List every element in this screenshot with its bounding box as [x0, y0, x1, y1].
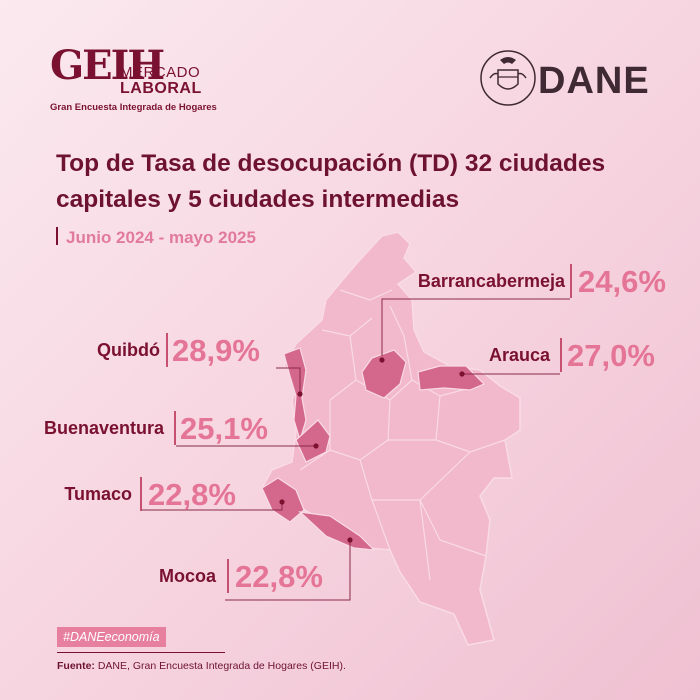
label-separator: [140, 477, 142, 511]
dane-wordmark: DANE: [538, 60, 650, 102]
source-label: Fuente:: [57, 660, 95, 672]
geih-logo: GEIH MERCADO LABORAL Gran Encuesta Integ…: [50, 40, 220, 113]
city-value: 22,8%: [148, 477, 236, 512]
region-santander: [361, 349, 407, 399]
geih-line2: LABORAL: [120, 80, 202, 97]
label-separator: [174, 411, 176, 445]
city-value: 24,6%: [578, 264, 666, 299]
label-separator: [227, 559, 229, 593]
city-value: 27,0%: [567, 338, 655, 373]
source-text: DANE, Gran Encuesta Integrada de Hogares…: [94, 660, 346, 672]
city-name: Mocoa: [158, 566, 216, 586]
period-text: Junio 2024 - mayo 2025: [66, 228, 256, 247]
city-value: 22,8%: [235, 559, 323, 594]
city-name: Barrancabermeja: [417, 271, 565, 291]
footer-divider: [57, 652, 225, 653]
period-bar: [56, 227, 58, 245]
region-valle: [295, 419, 331, 463]
region-putumayo: [298, 511, 376, 551]
city-name: Quibdó: [97, 340, 160, 360]
dane-logo: DANE: [478, 48, 658, 114]
geih-mark: GEIH: [50, 42, 165, 89]
label-separator: [570, 264, 572, 298]
source-note: Fuente: DANE, Gran Encuesta Integrada de…: [57, 660, 346, 672]
geih-subtitle: Gran Encuesta Integrada de Hogares: [50, 102, 217, 113]
city-name: Arauca: [488, 345, 550, 365]
label-separator: [560, 338, 562, 372]
label-connectors: [140, 298, 570, 601]
region-arauca: [417, 365, 486, 391]
period-label: Junio 2024 - mayo 2025: [56, 227, 256, 248]
geih-line1: MERCADO: [120, 64, 201, 81]
city-name: Tumaco: [64, 484, 132, 504]
city-value: 25,1%: [180, 411, 268, 446]
page-title: Top de Tasa de desocupación (TD) 32 ciud…: [56, 150, 606, 213]
label-dots: [279, 357, 465, 543]
hashtag-badge: #DANEeconomía: [57, 627, 166, 647]
department-borders: [299, 289, 506, 581]
label-separator: [166, 333, 168, 367]
city-name: Buenaventura: [43, 418, 164, 438]
colombia-coat-of-arms-icon: [480, 50, 536, 106]
city-value: 28,9%: [172, 333, 260, 368]
